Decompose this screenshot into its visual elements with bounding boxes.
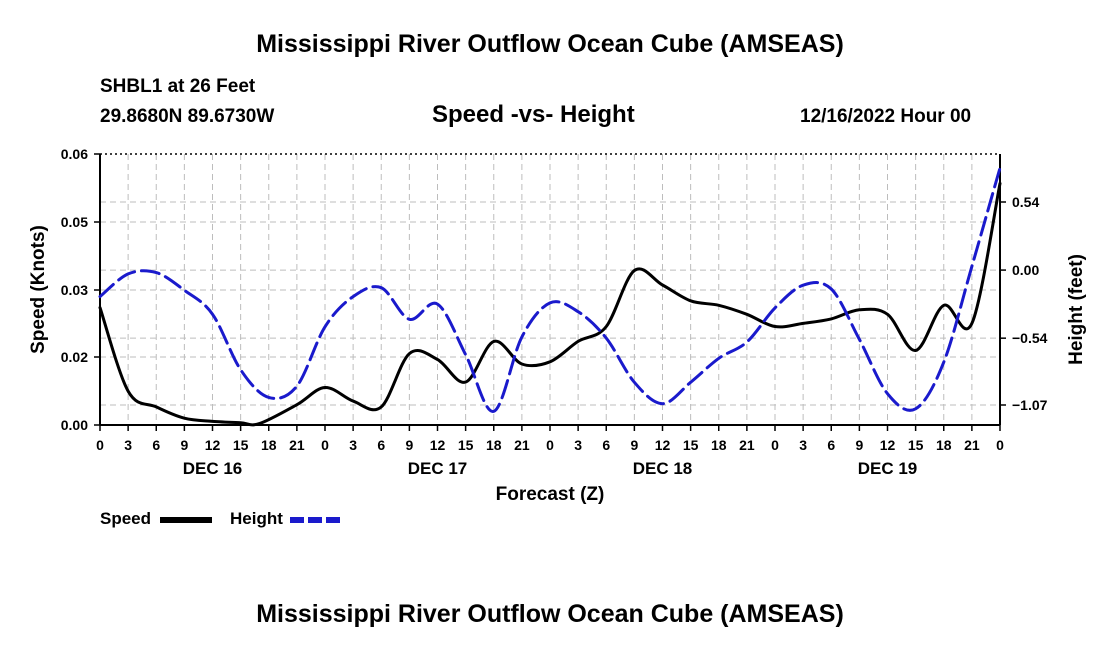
x-tick-label: 3 — [124, 437, 132, 453]
station-coords: 29.8680N 89.6730W — [100, 106, 275, 127]
x-tick-label: 12 — [880, 437, 896, 453]
x-tick-label: 6 — [827, 437, 835, 453]
series-lines — [98, 166, 1002, 427]
x-tick-label: 6 — [377, 437, 385, 453]
x-tick-label: 21 — [289, 437, 305, 453]
x-tick-label: 9 — [630, 437, 638, 453]
legend-height-swatch — [290, 517, 342, 523]
y-tick-label: 0.05 — [61, 214, 88, 230]
x-tick-label: 21 — [964, 437, 980, 453]
series-line-speed — [98, 181, 1002, 427]
x-tick-label: 15 — [458, 437, 474, 453]
y-axis-title: Speed (Knots) — [28, 225, 49, 354]
axes — [94, 153, 1006, 431]
legend-speed-swatch — [160, 517, 212, 523]
x-tick-label: 0 — [96, 437, 104, 453]
y2-axis-title: Height (feet) — [1066, 254, 1087, 365]
y-tick-label: 0.02 — [61, 349, 88, 365]
legend-speed-label: Speed — [100, 509, 152, 528]
x-tick-label: 0 — [996, 437, 1004, 453]
series-line-height — [98, 166, 1002, 413]
x-tick-label: 6 — [152, 437, 160, 453]
x-tick-label: 15 — [233, 437, 249, 453]
x-tick-label: 3 — [799, 437, 807, 453]
y2-tick-label: 0.00 — [1012, 262, 1039, 278]
x-tick-label: 6 — [602, 437, 610, 453]
x-tick-label: 12 — [655, 437, 671, 453]
x-tick-label: 9 — [405, 437, 413, 453]
y2-tick-label: −0.54 — [1012, 330, 1048, 346]
legend-height-label: Height — [230, 509, 283, 528]
y-tick-label: 0.00 — [61, 417, 88, 433]
page-title: Mississippi River Outflow Ocean Cube (AM… — [256, 30, 844, 58]
day-label: DEC 19 — [858, 459, 918, 478]
x-tick-label: 15 — [683, 437, 699, 453]
grid-lines — [100, 154, 1000, 425]
y-tick-label: 0.03 — [61, 282, 88, 298]
x-tick-label: 0 — [321, 437, 329, 453]
station-name: SHBL1 at 26 Feet — [100, 76, 256, 97]
x-tick-label: 21 — [514, 437, 530, 453]
page-title-repeat: Mississippi River Outflow Ocean Cube (AM… — [256, 600, 844, 628]
x-tick-label: 18 — [261, 437, 277, 453]
x-tick-label: 0 — [546, 437, 554, 453]
x-axis-title: Forecast (Z) — [496, 484, 605, 505]
x-tick-label: 9 — [180, 437, 188, 453]
x-tick-label: 15 — [908, 437, 924, 453]
x-tick-label: 21 — [739, 437, 755, 453]
y2-tick-label: 0.54 — [1012, 194, 1039, 210]
y2-tick-label: −1.07 — [1012, 397, 1048, 413]
axis-labels: 0 3 6 9 12 15 18 21 0 3 6 9 12 15 18 21 0 3 6 9 12 15 18 21 0 3 6 9… — [28, 146, 1087, 505]
x-tick-label: 18 — [711, 437, 727, 453]
x-tick-label: 18 — [936, 437, 952, 453]
x-tick-label: 18 — [486, 437, 502, 453]
speed-height-chart: 0 3 6 9 12 15 18 21 0 3 6 9 12 15 18 21 0 3 6 9 12 15 18 21 0 3 6 9… — [28, 146, 1087, 505]
forecast-datetime: 12/16/2022 Hour 00 — [800, 106, 972, 127]
x-tick-label: 12 — [205, 437, 221, 453]
x-tick-label: 9 — [855, 437, 863, 453]
day-label: DEC 16 — [183, 459, 243, 478]
x-tick-label: 3 — [574, 437, 582, 453]
x-tick-label: 12 — [430, 437, 446, 453]
day-label: DEC 18 — [633, 459, 693, 478]
x-tick-label: 3 — [349, 437, 357, 453]
day-label: DEC 17 — [408, 459, 468, 478]
chart-title: Speed -vs- Height — [432, 101, 635, 128]
x-tick-label: 0 — [771, 437, 779, 453]
y-tick-label: 0.06 — [61, 146, 88, 162]
